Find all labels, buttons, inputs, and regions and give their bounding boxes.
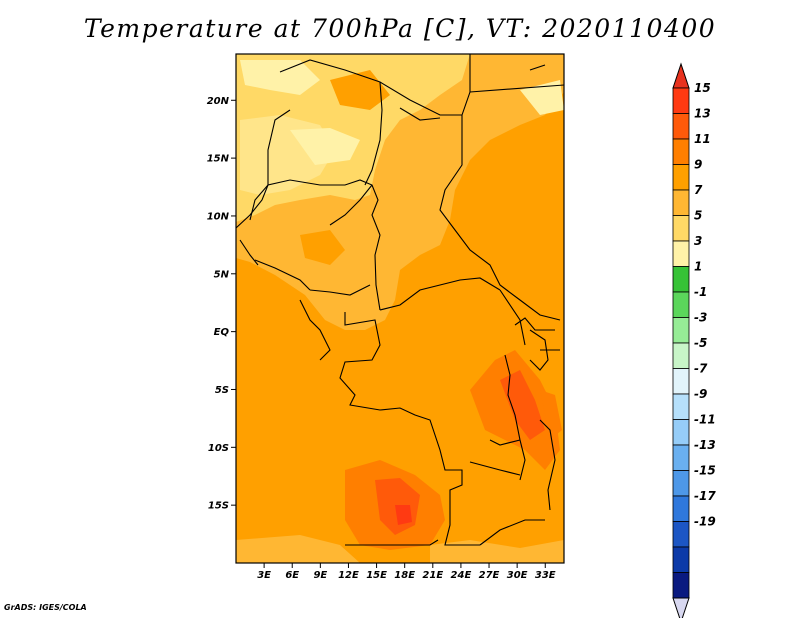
lat-tick-label: 10N <box>207 211 230 222</box>
colorbar-bin <box>672 419 690 446</box>
colorbar-label: 7 <box>694 183 703 197</box>
lon-tick-label: 30E <box>507 570 528 581</box>
colorbar-bin <box>672 444 690 471</box>
colorbar-label: 1 <box>694 260 702 274</box>
colorbar-label: 11 <box>694 132 711 146</box>
lat-tick-label: 5S <box>215 385 229 396</box>
colorbar-label: 3 <box>694 234 702 248</box>
colorbar-bin <box>672 393 690 420</box>
software-credit: GrADS: IGES/COLA <box>4 603 87 612</box>
colorbar-label: 9 <box>694 158 702 172</box>
colorbar-label: 5 <box>694 209 702 223</box>
colorbar-bin <box>672 87 690 114</box>
colorbar-label: -13 <box>694 438 716 452</box>
colorbar-label: -7 <box>694 362 708 376</box>
lon-tick-label: 12E <box>338 570 359 581</box>
colorbar-label: 15 <box>694 81 711 95</box>
colorbar-bottom-arrow <box>672 597 690 618</box>
colorbar-label: -1 <box>694 285 707 299</box>
colorbar-bin <box>672 113 690 140</box>
lat-tick-label: 20N <box>207 96 230 107</box>
colorbar-label: -17 <box>694 489 716 503</box>
colorbar-top-arrow <box>672 62 690 89</box>
lon-tick-label: 33E <box>535 570 556 581</box>
colorbar-bin <box>672 189 690 216</box>
lon-tick-label: 21E <box>422 570 443 581</box>
map-frame <box>235 53 565 564</box>
colorbar-label: -11 <box>694 413 716 427</box>
longitude-axis: 3E 6E 9E 12E 15E 18E 21E 24E 27E 30E 33E <box>257 563 556 581</box>
colorbar-bin <box>672 495 690 522</box>
colorbar-bin <box>672 291 690 318</box>
colorbar-bin <box>672 470 690 497</box>
lon-tick-label: 6E <box>285 570 299 581</box>
colorbar-label: -19 <box>694 515 716 529</box>
temperature-field <box>236 54 564 563</box>
colorbar-label: -9 <box>694 387 707 401</box>
lon-tick-label: 18E <box>394 570 415 581</box>
temperature-colorbar: 15 13 11 9 7 5 3 1 -1 -3 -5 -7 -9 -11 -13 -15 -17 -19 <box>672 62 716 618</box>
colorbar-bin <box>672 240 690 267</box>
lat-tick-label: 5N <box>214 269 230 280</box>
country-boundaries <box>236 54 564 546</box>
colorbar-bin <box>672 317 690 344</box>
colorbar-label: -3 <box>694 311 707 325</box>
colorbar-bin <box>672 215 690 242</box>
lat-tick-label: 10S <box>208 443 229 454</box>
map-title: Temperature at 700hPa [C], VT: 202011040… <box>83 14 717 43</box>
lon-tick-label: 27E <box>479 570 500 581</box>
lon-tick-label: 3E <box>257 570 271 581</box>
lon-tick-label: 24E <box>451 570 472 581</box>
colorbar-bin <box>672 521 690 548</box>
colorbar-bin <box>672 572 690 599</box>
colorbar-bin <box>672 164 690 191</box>
lon-tick-label: 15E <box>366 570 387 581</box>
colorbar-label: -5 <box>694 336 707 350</box>
lat-tick-label: 15S <box>208 501 229 512</box>
lat-tick-label: EQ <box>214 327 230 338</box>
colorbar-bin <box>672 342 690 369</box>
lat-tick-label: 15N <box>207 154 230 165</box>
colorbar-bin <box>672 266 690 293</box>
latitude-axis: 20N 15N 10N 5N EQ 5S 10S 15S <box>207 96 236 512</box>
colorbar-bin <box>672 138 690 165</box>
colorbar-label: 13 <box>694 107 711 121</box>
colorbar-bin <box>672 368 690 395</box>
lon-tick-label: 9E <box>313 570 327 581</box>
colorbar-label: -15 <box>694 464 716 478</box>
colorbar-bin <box>672 546 690 573</box>
